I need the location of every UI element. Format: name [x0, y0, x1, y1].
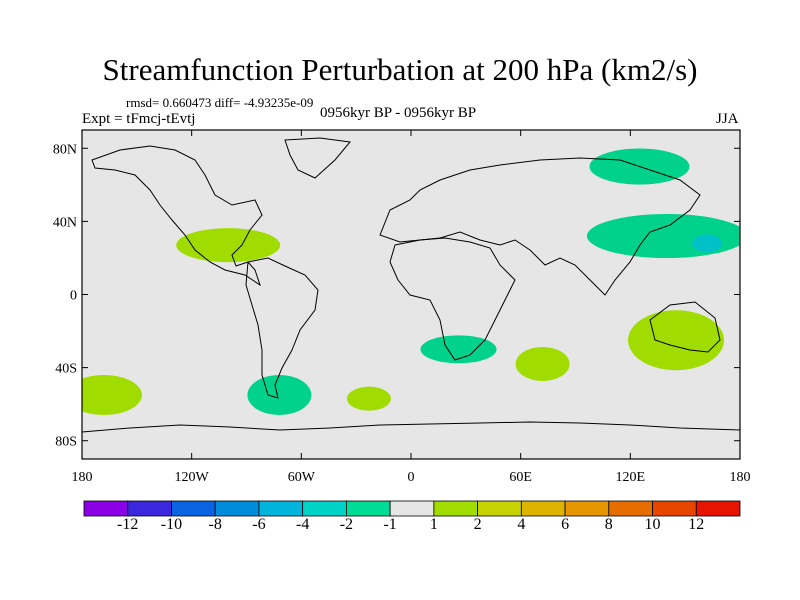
colorbar-label: -2 [339, 516, 354, 533]
colorbar-box [345, 500, 391, 517]
period-label: 0956kyr BP - 0956kyr BP [320, 105, 477, 121]
anomaly-south-america-south [247, 375, 312, 416]
colorbar-box [83, 500, 129, 517]
map-background [82, 130, 740, 459]
coastline-greenland [284, 137, 351, 179]
colorbar-label: -10 [160, 516, 183, 533]
colorbar-label: 6 [561, 516, 570, 533]
colorbar-box [127, 500, 172, 517]
axis-ticks: 80N 40N 0 40S 80S 180 120W 60W 0 60E 120E 180 [53, 130, 751, 485]
colorbar-box [520, 500, 566, 517]
colorbar-label: -8 [208, 516, 222, 533]
colorbar-label: -6 [252, 516, 266, 533]
lat-tick-label: 0 [70, 289, 77, 304]
colorbar-label: 10 [644, 516, 661, 533]
colorbar-box [258, 500, 304, 517]
colorbar-label: -12 [117, 516, 139, 533]
anomaly-central-america [176, 228, 281, 263]
colorbar-box [171, 500, 216, 517]
colorbar-label: 2 [473, 516, 482, 533]
lon-tick-label: 60E [509, 470, 532, 485]
lat-tick-label: 80S [55, 435, 77, 450]
coastline-antarctica [82, 421, 740, 433]
coastlines [82, 137, 740, 433]
lon-tick-label: 180 [72, 470, 93, 485]
colorbar-box [302, 500, 347, 517]
anomaly-south-atlantic [346, 386, 391, 411]
colorbar-box [652, 500, 697, 517]
experiment-label: Expt = tFmcj-tEvtj [82, 111, 196, 127]
colorbar-box [695, 500, 741, 517]
lat-tick-label: 80N [53, 142, 77, 157]
colorbar-label: 1 [429, 516, 438, 533]
lon-tick-label: 120E [616, 470, 646, 485]
coastline-south-america [245, 257, 319, 399]
colorbar-label: 12 [688, 516, 705, 533]
colorbar-box [608, 500, 653, 517]
coastline-australia [649, 301, 721, 353]
anomaly-australia [628, 310, 725, 371]
lat-tick-label: 40N [53, 215, 77, 230]
anomaly-regions [82, 148, 740, 416]
lon-tick-label: 180 [730, 470, 751, 485]
colorbar-box [389, 500, 435, 517]
figure-title: Streamfunction Perturbation at 200 hPa (… [102, 52, 698, 87]
lon-tick-label: 120W [175, 470, 210, 485]
colorbar-box [433, 500, 479, 517]
colorbar-box [214, 500, 260, 517]
lat-tick-label: 40S [55, 362, 77, 377]
anomaly-south-indian [515, 346, 570, 381]
anomaly-south-africa [420, 335, 497, 364]
lon-tick-label: 0 [408, 470, 415, 485]
anomaly-south-pacific-west [82, 375, 142, 416]
coastline-africa [389, 237, 516, 361]
stats-line: rmsd= 0.660473 diff= -4.93235e-09 [126, 95, 314, 110]
anomaly-pacific-north-core [692, 234, 723, 253]
colorbar-label: -4 [295, 516, 310, 533]
colorbar-label: 4 [517, 516, 526, 533]
season-label: JJA [716, 111, 739, 127]
lon-tick-label: 60W [288, 470, 316, 485]
colorbar-label: 8 [604, 516, 613, 533]
colorbar-label: -1 [383, 516, 397, 533]
colorbar-box [477, 500, 522, 517]
coastline-eurasia [379, 157, 701, 296]
colorbar-box [564, 500, 610, 517]
